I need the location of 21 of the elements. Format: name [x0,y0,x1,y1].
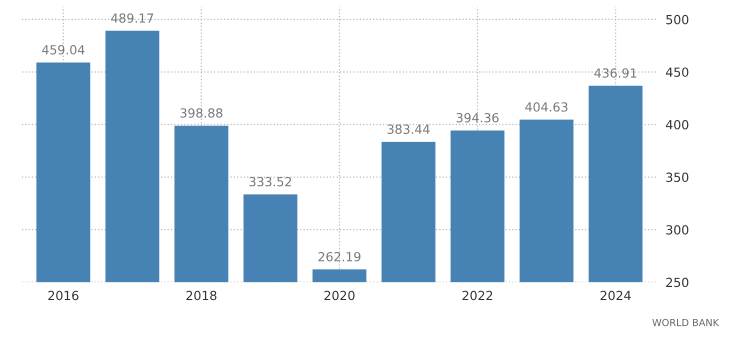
y-tick-label: 450 [666,67,688,77]
text: WORLD BANK [652,318,720,326]
data-label: 333.52 [250,176,292,186]
data-label: 459.04 [42,45,84,54]
data-label: 436.91 [594,68,636,78]
x-tick-label: 2024 [600,290,631,300]
x-tick-label: 2018 [186,290,216,300]
data-label: 383.44 [388,124,430,134]
x-tick-label: 2020 [324,290,355,300]
data-label: 394.36 [456,113,499,122]
y-tick-label: 400 [666,120,688,130]
y-tick-label: 300 [666,225,688,235]
y-tick-label: 350 [666,172,688,182]
data-label: 398.88 [180,108,222,118]
x-tick-label: 2016 [48,290,78,300]
y-tick-label: 500 [666,14,688,24]
data-label: 262.19 [318,252,360,262]
y-tick-label: 250 [666,278,688,288]
data-label: 489.17 [111,13,154,23]
x-tick-label: 2022 [462,290,492,300]
data-label: 404.63 [525,102,568,112]
